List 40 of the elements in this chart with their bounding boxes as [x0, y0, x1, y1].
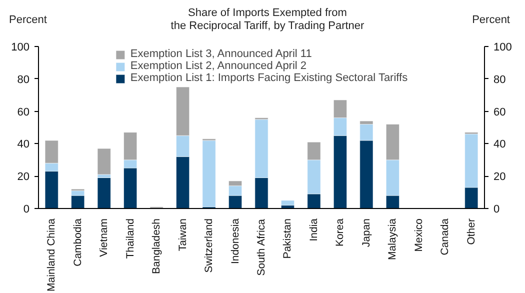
x-tick-label: Vietnam	[98, 218, 110, 257]
x-tick-label: Switzerland	[203, 218, 216, 273]
bar	[97, 178, 111, 208]
y2-tick-label: 80	[494, 74, 506, 86]
bar	[97, 148, 111, 175]
y2-tick-label: 60	[494, 106, 506, 118]
y-tick-label: 60	[17, 106, 30, 118]
x-tick-label: Japan	[360, 218, 372, 248]
x-tick-label: Indonesia	[229, 218, 242, 264]
legend-label: Exemption List 3, Announced April 11	[130, 48, 312, 60]
bar	[202, 140, 216, 208]
y-tick-label: 0	[23, 204, 30, 216]
x-tick-label: Cambodia	[72, 218, 84, 266]
y-tick-label: 100	[11, 42, 30, 54]
legend-label: Exemption List 2, Announced April 2	[130, 60, 307, 72]
bar	[281, 200, 294, 206]
x-tick-label: Mainland China	[46, 218, 58, 292]
x-tick-label: Canada	[439, 218, 452, 256]
bar	[71, 195, 85, 208]
y-tick-label: 40	[17, 138, 30, 151]
y-axis-title: Percent	[9, 13, 47, 28]
y2-axis-title: Percent	[472, 13, 510, 28]
y2-tick-label: 100	[494, 42, 512, 54]
y2-tick-label: 20	[494, 171, 506, 184]
x-tick-label: Pakistan	[282, 218, 294, 259]
x-tick-label: Korea	[334, 218, 346, 247]
y-tick-label: 80	[17, 74, 30, 86]
y2-tick-label: 40	[494, 138, 506, 151]
x-tick-label: Bangladesh	[150, 218, 163, 274]
legend-label: Exemption List 1: Imports Facing Existing Sectoral Tariffs	[130, 72, 408, 84]
y2-tick-label: 0	[494, 204, 500, 216]
x-tick-label: South Africa	[256, 218, 268, 276]
x-tick-label: Other	[465, 218, 478, 245]
x-tick-label: Malaysia	[386, 218, 399, 260]
x-tick-label: Mexico	[412, 218, 425, 252]
y-tick-label: 20	[17, 171, 30, 184]
x-tick-label: Thailand	[124, 218, 136, 259]
x-tick-label: Taiwan	[176, 218, 189, 252]
x-tick-label: India	[308, 218, 320, 242]
chart-title: Share of Imports Exempted from the Reciprocal Tariff, by Trading Partner	[170, 7, 364, 32]
